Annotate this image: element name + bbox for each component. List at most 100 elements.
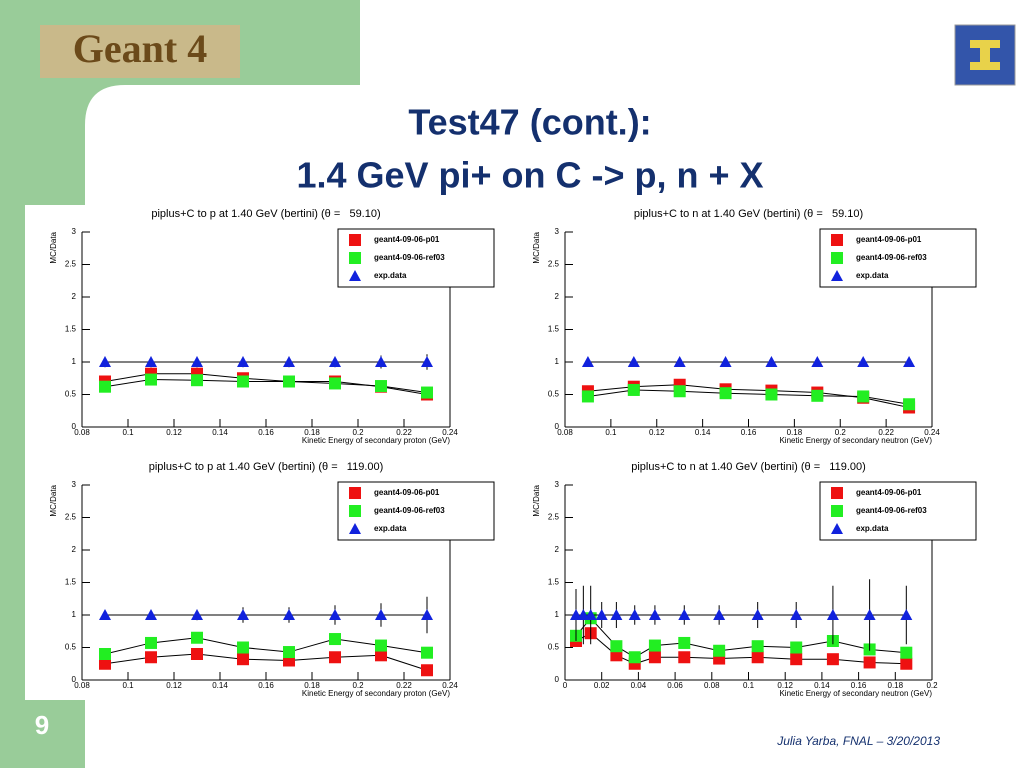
data-point bbox=[765, 388, 778, 401]
y-axis-label: MC/Data bbox=[532, 484, 541, 516]
x-tick-label: 0.22 bbox=[396, 428, 412, 437]
data-point bbox=[421, 609, 433, 620]
y-tick-label: 0 bbox=[555, 675, 560, 684]
x-tick-label: 0.06 bbox=[667, 681, 683, 690]
data-point bbox=[283, 646, 295, 659]
x-tick-label: 0.14 bbox=[814, 681, 830, 690]
data-point bbox=[678, 609, 691, 620]
y-tick-label: 1 bbox=[72, 610, 77, 619]
data-point bbox=[719, 356, 732, 367]
legend-marker bbox=[831, 523, 843, 534]
y-tick-label: 1.5 bbox=[65, 578, 77, 587]
x-tick-label: 0.1 bbox=[605, 428, 617, 437]
data-point bbox=[790, 641, 803, 654]
data-point bbox=[191, 631, 203, 644]
x-tick-label: 0.18 bbox=[888, 681, 904, 690]
data-point bbox=[421, 356, 433, 367]
x-tick-label: 0.2 bbox=[835, 428, 847, 437]
legend-label: exp.data bbox=[856, 271, 889, 280]
data-point bbox=[811, 389, 824, 402]
legend-marker bbox=[831, 252, 843, 264]
legend-label: exp.data bbox=[374, 271, 407, 280]
slide-title: Test47 (cont.): bbox=[408, 102, 651, 143]
legend-box bbox=[819, 481, 977, 541]
x-tick-label: 0.14 bbox=[695, 428, 711, 437]
x-axis-label: Kinetic Energy of secondary proton (GeV) bbox=[302, 436, 450, 445]
x-tick-label: 0.2 bbox=[926, 681, 938, 690]
x-tick-label: 0.08 bbox=[74, 428, 90, 437]
data-point bbox=[329, 609, 341, 620]
data-point bbox=[903, 356, 916, 367]
data-point bbox=[790, 653, 803, 666]
legend-label: exp.data bbox=[374, 524, 407, 533]
legend-label: geant4-09-06-ref03 bbox=[374, 253, 445, 262]
data-point bbox=[237, 375, 249, 388]
data-point bbox=[900, 657, 913, 670]
data-point bbox=[857, 390, 870, 403]
legend-marker bbox=[349, 487, 361, 499]
data-point bbox=[237, 641, 249, 654]
data-point bbox=[713, 644, 726, 657]
data-point bbox=[648, 639, 661, 652]
data-point bbox=[99, 648, 111, 660]
legend-label: geant4-09-06-p01 bbox=[856, 488, 922, 497]
legend-label: geant4-09-06-ref03 bbox=[856, 506, 927, 515]
chart-title: piplus+C to n at 1.40 GeV (bertini) (θ =… bbox=[634, 208, 863, 220]
x-tick-label: 0.2 bbox=[352, 681, 364, 690]
y-tick-label: 2.5 bbox=[65, 260, 77, 269]
y-tick-label: 2 bbox=[555, 292, 560, 301]
x-tick-label: 0.1 bbox=[122, 681, 134, 690]
x-tick-label: 0.16 bbox=[741, 428, 757, 437]
chart-title: piplus+C to p at 1.40 GeV (bertini) (θ =… bbox=[149, 461, 384, 473]
y-axis-label: MC/Data bbox=[49, 484, 58, 516]
series-line bbox=[104, 637, 428, 655]
legend-label: geant4-09-06-ref03 bbox=[856, 253, 927, 262]
data-point bbox=[191, 374, 203, 387]
data-point bbox=[857, 356, 870, 367]
data-point bbox=[765, 356, 778, 367]
data-point bbox=[99, 609, 111, 620]
y-tick-label: 0.5 bbox=[65, 643, 77, 652]
data-point bbox=[900, 609, 913, 620]
data-point bbox=[329, 377, 341, 390]
data-point bbox=[678, 636, 691, 649]
data-point bbox=[610, 640, 623, 653]
y-tick-label: 3 bbox=[72, 227, 77, 236]
slide-title: 1.4 GeV pi+ on C -> p, n + X bbox=[296, 155, 763, 196]
x-tick-label: 0 bbox=[563, 681, 568, 690]
data-point bbox=[900, 646, 913, 659]
data-point bbox=[421, 664, 433, 677]
x-tick-label: 0.24 bbox=[924, 428, 940, 437]
data-point bbox=[719, 387, 732, 400]
legend-label: exp.data bbox=[856, 524, 889, 533]
y-tick-label: 1 bbox=[555, 357, 560, 366]
y-tick-label: 0.5 bbox=[65, 390, 77, 399]
data-point bbox=[145, 636, 157, 649]
data-point bbox=[863, 609, 876, 620]
x-tick-label: 0.14 bbox=[212, 681, 228, 690]
data-point bbox=[375, 356, 387, 367]
x-tick-label: 0.16 bbox=[258, 428, 274, 437]
x-tick-label: 0.1 bbox=[122, 428, 134, 437]
x-tick-label: 0.12 bbox=[777, 681, 793, 690]
legend-marker bbox=[831, 505, 843, 517]
data-point bbox=[237, 653, 249, 666]
y-tick-label: 1 bbox=[555, 610, 560, 619]
data-point bbox=[610, 609, 623, 620]
x-tick-label: 0.22 bbox=[396, 681, 412, 690]
data-point bbox=[790, 609, 803, 620]
data-point bbox=[191, 356, 203, 367]
x-tick-label: 0.24 bbox=[442, 681, 458, 690]
series-line bbox=[587, 389, 910, 405]
data-point bbox=[421, 646, 433, 659]
legend-label: geant4-09-06-p01 bbox=[856, 235, 922, 244]
data-point bbox=[648, 609, 661, 620]
x-tick-label: 0.16 bbox=[851, 681, 867, 690]
data-point bbox=[375, 380, 387, 393]
data-point bbox=[329, 651, 341, 664]
x-tick-label: 0.04 bbox=[631, 681, 647, 690]
legend-marker bbox=[831, 234, 843, 246]
data-point bbox=[99, 356, 111, 367]
data-point bbox=[329, 633, 341, 646]
legend-box bbox=[337, 228, 495, 288]
